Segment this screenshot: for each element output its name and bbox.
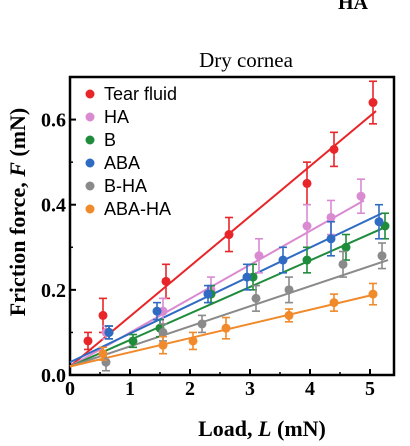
data-point — [104, 327, 114, 337]
legend-label: B-HA — [104, 176, 147, 196]
data-point — [128, 336, 138, 346]
x-axis-label: Load, L (mN) — [198, 416, 326, 441]
data-point — [284, 285, 294, 295]
legend-marker — [85, 181, 95, 191]
legend-label: ABA-HA — [104, 199, 171, 219]
legend-label: Tear fluid — [104, 84, 177, 104]
y-axis-label: Friction force, F (mN) — [5, 108, 30, 317]
x-tick-label: 1 — [125, 378, 135, 400]
y-tick-label: 0.0 — [41, 365, 66, 387]
data-point — [377, 251, 387, 261]
fit-line-0 — [69, 110, 377, 368]
data-point — [161, 276, 171, 286]
data-point — [251, 293, 261, 303]
data-point — [152, 306, 162, 316]
x-tick-label: 4 — [305, 378, 315, 400]
data-point — [197, 319, 207, 329]
data-point — [278, 255, 288, 265]
data-point — [368, 289, 378, 299]
data-point — [224, 230, 234, 240]
data-point — [158, 340, 168, 350]
data-point — [338, 259, 348, 269]
plot-frame — [68, 75, 396, 377]
legend-marker — [85, 158, 95, 168]
x-tick-label: 2 — [185, 378, 195, 400]
data-point — [221, 323, 231, 333]
legend-label: HA — [104, 107, 129, 127]
legend-marker — [85, 204, 95, 214]
data-point — [98, 310, 108, 320]
data-point — [254, 251, 264, 261]
data-point — [341, 242, 351, 252]
y-tick-label: 0.2 — [41, 280, 66, 302]
data-point — [302, 255, 312, 265]
x-tick-label: 0 — [65, 378, 75, 400]
data-point — [329, 298, 339, 308]
data-point — [83, 336, 93, 346]
y-tick-label: 0.6 — [41, 110, 66, 132]
data-point — [302, 178, 312, 188]
legend-marker — [85, 89, 95, 99]
y-tick-label: 0.4 — [41, 195, 66, 217]
legend-marker — [85, 135, 95, 145]
fit-line-2 — [69, 225, 389, 368]
data-point — [284, 310, 294, 320]
data-point — [368, 98, 378, 108]
x-tick-label: 3 — [245, 378, 255, 400]
data-point — [158, 327, 168, 337]
data-point — [326, 212, 336, 222]
x-tick-label: 5 — [365, 378, 375, 400]
data-point — [374, 217, 384, 227]
legend-label: B — [104, 130, 116, 150]
data-point — [356, 191, 366, 201]
fit-line-4 — [69, 259, 389, 368]
data-point — [98, 349, 108, 359]
legend-marker — [85, 112, 95, 122]
corner-label: HA — [338, 0, 369, 14]
data-point — [326, 234, 336, 244]
data-point — [242, 272, 252, 282]
legend-label: ABA — [104, 153, 140, 173]
chart-title: Dry cornea — [199, 48, 294, 72]
data-point — [203, 289, 213, 299]
data-point — [188, 336, 198, 346]
data-point — [302, 221, 312, 231]
data-point — [329, 144, 339, 154]
